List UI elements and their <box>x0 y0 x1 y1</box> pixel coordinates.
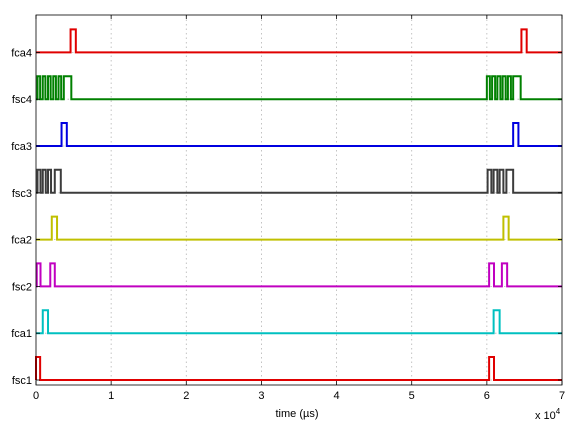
x-tick-label: 1 <box>108 390 114 402</box>
trace-fca2 <box>36 215 562 241</box>
x-multiplier-exponent: 4 <box>556 407 561 416</box>
signal-traces <box>35 28 562 381</box>
y-tick-label-fca1: fca1 <box>11 328 32 340</box>
x-multiplier-base: x 10 <box>535 410 556 422</box>
y-tick-label-fca3: fca3 <box>11 141 32 153</box>
axis-ticks <box>35 15 563 385</box>
y-tick-label-fsc2: fsc2 <box>12 281 32 293</box>
trace-fsc1 <box>35 356 562 381</box>
x-tick-label: 5 <box>409 390 415 402</box>
trace-fca4 <box>36 28 562 54</box>
trace-fca3 <box>36 122 562 147</box>
trace-fsc3 <box>36 168 562 194</box>
y-tick-label-fsc4: fsc4 <box>12 94 32 106</box>
x-axis-multiplier: x 104 <box>535 407 561 422</box>
x-tick-labels: 0 1 2 3 4 5 6 7 <box>33 390 565 402</box>
x-tick-label: 7 <box>559 390 565 402</box>
y-tick-label-fsc1: fsc1 <box>12 375 32 387</box>
x-tick-label: 2 <box>183 390 189 402</box>
y-tick-label-fca4: fca4 <box>11 47 32 59</box>
x-tick-label: 6 <box>484 390 490 402</box>
gridlines <box>36 15 562 385</box>
y-tick-label-fca2: fca2 <box>11 235 32 247</box>
trace-fca1 <box>36 309 562 335</box>
trace-fsc4 <box>36 75 562 101</box>
y-tick-label-fsc3: fsc3 <box>12 188 32 200</box>
x-tick-label: 0 <box>33 390 39 402</box>
trace-fsc2 <box>35 262 562 288</box>
plot-frame <box>35 14 563 386</box>
x-tick-label: 4 <box>334 390 340 402</box>
x-tick-label: 3 <box>258 390 264 402</box>
y-tick-labels: fsc1 fca1 fsc2 fca2 fsc3 fca3 fsc4 fca4 <box>11 47 32 387</box>
x-axis-label: time (µs) <box>275 408 318 420</box>
